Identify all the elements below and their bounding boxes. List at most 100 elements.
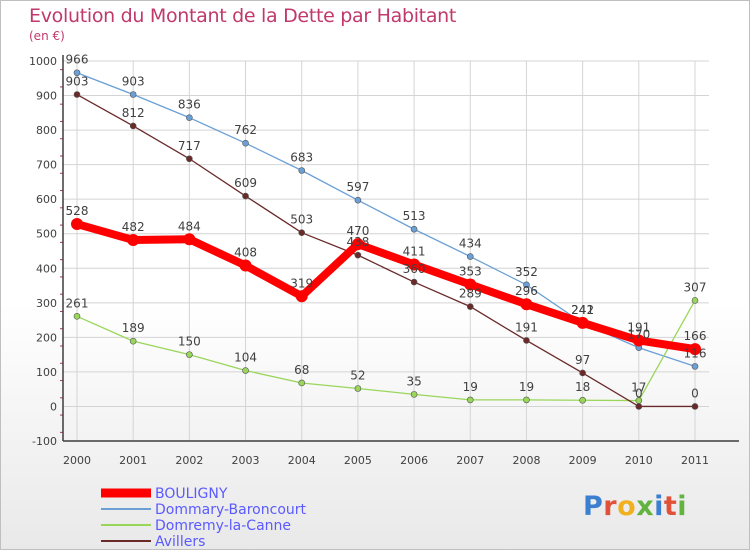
data-label: 241 (571, 303, 594, 317)
data-point (579, 369, 586, 377)
legend-label: BOULIGNY (155, 486, 228, 502)
data-point (632, 334, 645, 347)
series-line (73, 220, 699, 354)
y-tick-label: 1000 (29, 55, 57, 68)
data-label: 503 (290, 213, 313, 227)
data-point (466, 253, 474, 260)
data-label: 166 (684, 329, 707, 343)
data-label: 903 (122, 75, 145, 89)
x-tick-label: 2006 (400, 454, 428, 467)
y-tick-label: 200 (36, 331, 57, 344)
chart-title: Evolution du Montant de la Dette par Hab… (29, 5, 457, 27)
data-point (579, 396, 586, 404)
data-point (466, 396, 474, 404)
data-point (73, 69, 81, 77)
data-label: 52 (350, 368, 365, 382)
data-point (127, 233, 140, 246)
y-tick-label: 400 (36, 262, 57, 275)
y-tick-label: 600 (36, 193, 57, 206)
data-label: 296 (515, 284, 538, 298)
data-label: 609 (234, 176, 257, 190)
legend-label: Dommary-Baroncourt (155, 502, 307, 518)
data-point (129, 337, 137, 345)
data-label: 0 (691, 386, 699, 400)
data-label: 19 (519, 380, 534, 394)
data-point (71, 218, 83, 231)
data-point (410, 391, 418, 398)
data-label: 319 (290, 276, 313, 290)
data-label: 0 (635, 386, 643, 400)
data-point (73, 312, 81, 320)
legend-label: Domremy-la-Canne (155, 518, 291, 534)
data-point (354, 385, 362, 392)
axes: -100010020030040050060070080090010002000… (29, 55, 739, 467)
data-label: 19 (463, 380, 478, 394)
x-tick-label: 2005 (344, 454, 372, 467)
data-label: 836 (178, 98, 201, 112)
data-point (691, 403, 699, 410)
data-point (183, 233, 196, 246)
data-label: 408 (234, 246, 257, 260)
data-point (351, 238, 364, 251)
y-tick-label: 300 (36, 297, 57, 310)
data-label: 289 (459, 287, 482, 301)
data-point (73, 91, 81, 98)
data-label: 191 (627, 320, 650, 334)
data-point (635, 403, 643, 410)
data-label: 903 (66, 75, 89, 89)
data-label: 717 (178, 139, 201, 153)
proxiti-logo[interactable]: Proxiti (583, 491, 688, 522)
y-tick-label: 500 (36, 228, 57, 241)
x-tick-label: 2001 (119, 454, 147, 467)
data-point (520, 298, 533, 311)
data-label: 307 (684, 280, 707, 294)
data-label: 170 (627, 328, 650, 342)
data-label: 411 (403, 244, 426, 258)
data-label: 528 (66, 204, 89, 218)
x-tick-label: 2002 (175, 454, 203, 467)
data-label: 17 (631, 381, 646, 395)
data-point (186, 351, 193, 358)
data-label: 68 (294, 363, 309, 377)
series-line (76, 72, 696, 368)
y-tick-label: 0 (50, 400, 57, 413)
data-point (239, 259, 252, 272)
y-tick-label: -100 (32, 435, 57, 448)
data-label: 812 (122, 106, 145, 120)
x-tick-label: 2011 (681, 454, 709, 467)
data-label: 352 (515, 265, 538, 279)
data-labels: 528 482 484 408 319 470 411 353 296 242 191 166 966 9… (66, 53, 707, 401)
data-point (186, 155, 193, 163)
data-label: 35 (406, 374, 421, 388)
x-tick-label: 2008 (512, 454, 540, 467)
data-point (691, 363, 699, 370)
data-label: 353 (459, 265, 482, 279)
data-label: 18 (575, 380, 590, 394)
data-point (298, 379, 306, 387)
data-point (408, 258, 421, 271)
data-label: 242 (571, 303, 594, 317)
data-point (298, 229, 306, 236)
data-point (689, 343, 701, 356)
data-point (576, 316, 589, 329)
data-label: 191 (515, 320, 538, 334)
y-tick-label: 900 (36, 90, 57, 103)
data-label: 762 (234, 123, 257, 137)
data-point (129, 91, 137, 98)
x-tick-label: 2000 (63, 454, 91, 467)
data-label: 470 (346, 224, 369, 238)
x-tick-label: 2004 (288, 454, 316, 467)
data-label: 482 (122, 220, 145, 234)
series-lines (71, 69, 701, 410)
data-label: 966 (66, 53, 89, 67)
data-point (691, 297, 699, 304)
data-point (523, 396, 530, 404)
data-point (523, 281, 530, 289)
data-point (523, 337, 530, 344)
data-point (129, 122, 137, 130)
grid-lines (63, 60, 709, 442)
data-label: 683 (290, 151, 313, 165)
data-point (466, 303, 474, 310)
data-point (464, 278, 477, 291)
